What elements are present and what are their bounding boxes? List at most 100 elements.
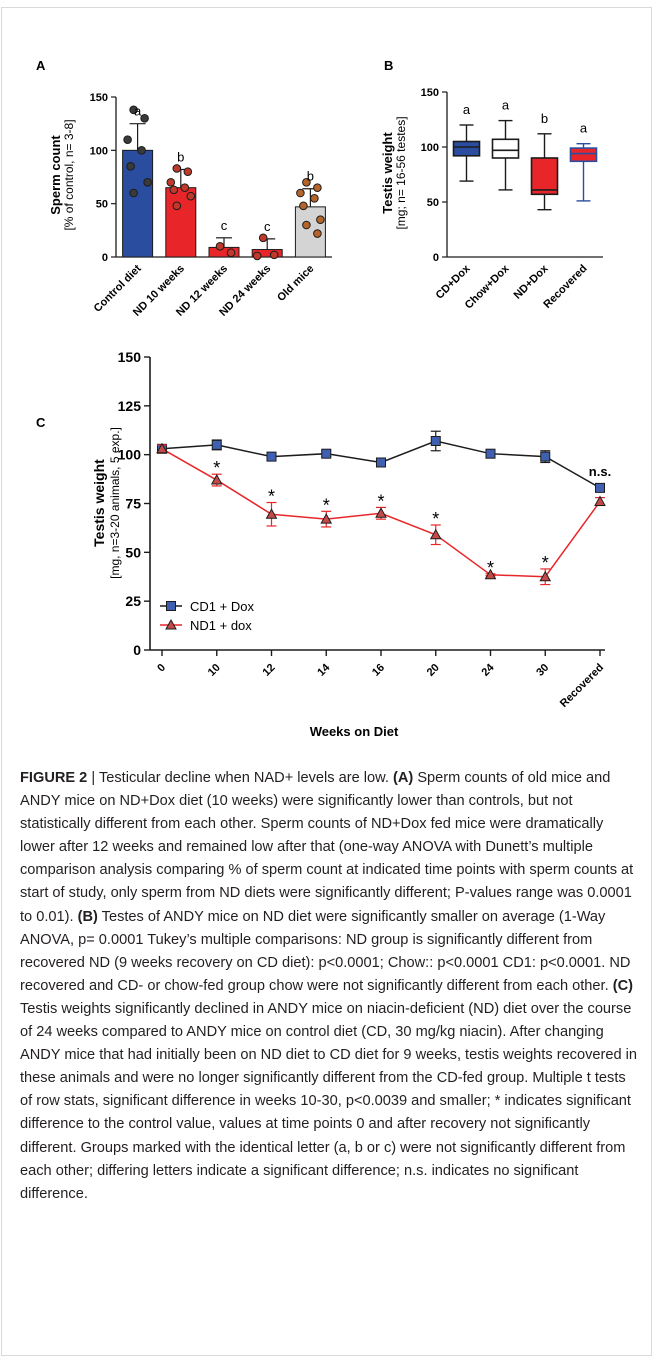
caption-ref-c: (C) [612,977,633,994]
y-tick-label: 100 [421,142,439,154]
x-tick-label: 30 [534,662,551,679]
x-tick-label: 14 [315,661,333,679]
y-tick-label: 150 [118,349,142,365]
y-tick-label: 0 [102,252,108,264]
panel-c-xlabel: Weeks on Diet [310,724,399,739]
x-tick-label: 20 [425,662,442,679]
y-tick-label: 50 [427,197,439,209]
square-marker [540,451,551,462]
triangle-marker [320,513,333,524]
legend-label: ND1 + dox [190,618,252,633]
x-tick-label: CD+Dox [434,262,474,302]
significance-ns: n.s. [589,464,611,479]
data-point [123,135,132,144]
y-tick-label: 100 [118,447,142,463]
panel-a-letter: A [36,58,46,73]
panel-c-letter: C [36,415,46,430]
square-marker [376,457,386,468]
square-marker [595,482,605,493]
square-marker [430,435,441,446]
data-point [186,191,196,201]
square-marker [266,451,277,462]
data-point [313,183,322,192]
x-tick-label: 0 [155,662,168,675]
y-tick-label: 150 [90,92,108,104]
significance-star: * [377,491,384,511]
y-tick-label: 75 [125,496,141,512]
panel-a-ylabel-sub: [% of control, n= 3-8] [62,119,76,230]
significance-letter: c [221,218,228,233]
caption-separator: | [87,770,99,786]
data-point [313,229,322,238]
triangle-marker [375,507,387,518]
box [491,138,520,159]
triangle-marker [594,495,606,507]
panel-c-ylabel: Testis weight [91,459,107,547]
x-tick-label: 24 [479,661,497,679]
panel-b-ylabel-sub: [mg; n= 16-56 testes] [394,116,408,229]
data-point [316,215,325,224]
x-tick-label: ND+Dox [512,262,552,302]
significance-star: * [268,487,275,507]
caption-text-c: Testis weights significantly declined in… [20,1000,638,1202]
data-point [129,188,138,198]
x-tick-label: Recovered [558,662,606,710]
data-point [302,220,311,230]
data-point [226,248,236,258]
data-point [299,201,308,211]
panel-c-ylabel-sub: [mg, n=3-20 animals, 5 exp.] [108,427,122,579]
data-point [126,162,135,171]
square-marker [321,448,332,459]
data-point [215,242,225,251]
y-tick-label: 50 [96,199,108,211]
caption-text-a: Sperm counts of old mice and ANDY mice o… [20,770,634,925]
data-point [252,251,262,261]
box [530,157,559,196]
legend-label: CD1 + Dox [190,599,254,614]
data-point [258,233,268,243]
data-point [180,183,190,192]
data-point [172,201,182,211]
square-marker [485,448,496,459]
y-tick-label: 50 [125,544,141,560]
panel-b-ylabel: Testis weight [380,132,395,214]
significance-star: * [323,495,330,515]
figure-frame [1,7,652,1356]
significance-star: * [432,509,439,529]
y-tick-label: 125 [118,398,142,414]
square-marker [211,439,222,450]
x-tick-label: 12 [260,662,277,679]
legend-marker [165,618,177,630]
data-point [129,105,138,115]
caption-ref-a: (A) [393,770,414,786]
y-tick-label: 25 [125,593,141,609]
caption-figure-label: FIGURE 2 [20,770,88,786]
caption-title: Testicular decline when NAD+ levels are … [98,770,393,786]
significance-letter: c [264,219,271,234]
y-tick-label: 100 [90,145,108,157]
data-point [302,178,311,187]
caption-text-b: Testes of ANDY mice on ND diet were sign… [20,908,631,994]
y-tick-label: 0 [133,642,141,658]
panel-a-ylabel: Sperm count [48,135,63,215]
y-tick-label: 0 [433,252,439,264]
significance-star: * [542,553,549,573]
caption-ref-b: (B) [77,908,98,925]
data-point [166,178,176,187]
triangle-marker [429,528,442,540]
panel-b-letter: B [384,58,393,73]
significance-letter: a [580,121,588,136]
data-point [140,114,149,123]
significance-letter: b [177,150,184,165]
triangle-marker [539,570,552,582]
panel-c-chart: 0 25 50 75 100 125 150 0 10 12 14 16 20 24 30 Recovered… [118,349,612,710]
significance-star: * [487,558,494,578]
x-tick-label: 10 [206,662,223,679]
y-tick-label: 150 [421,87,439,99]
x-tick-label: 16 [370,662,387,679]
data-point [169,185,179,195]
significance-letter: a [134,104,142,119]
data-point [269,250,279,260]
significance-letter: a [502,98,510,113]
data-point [143,178,152,187]
